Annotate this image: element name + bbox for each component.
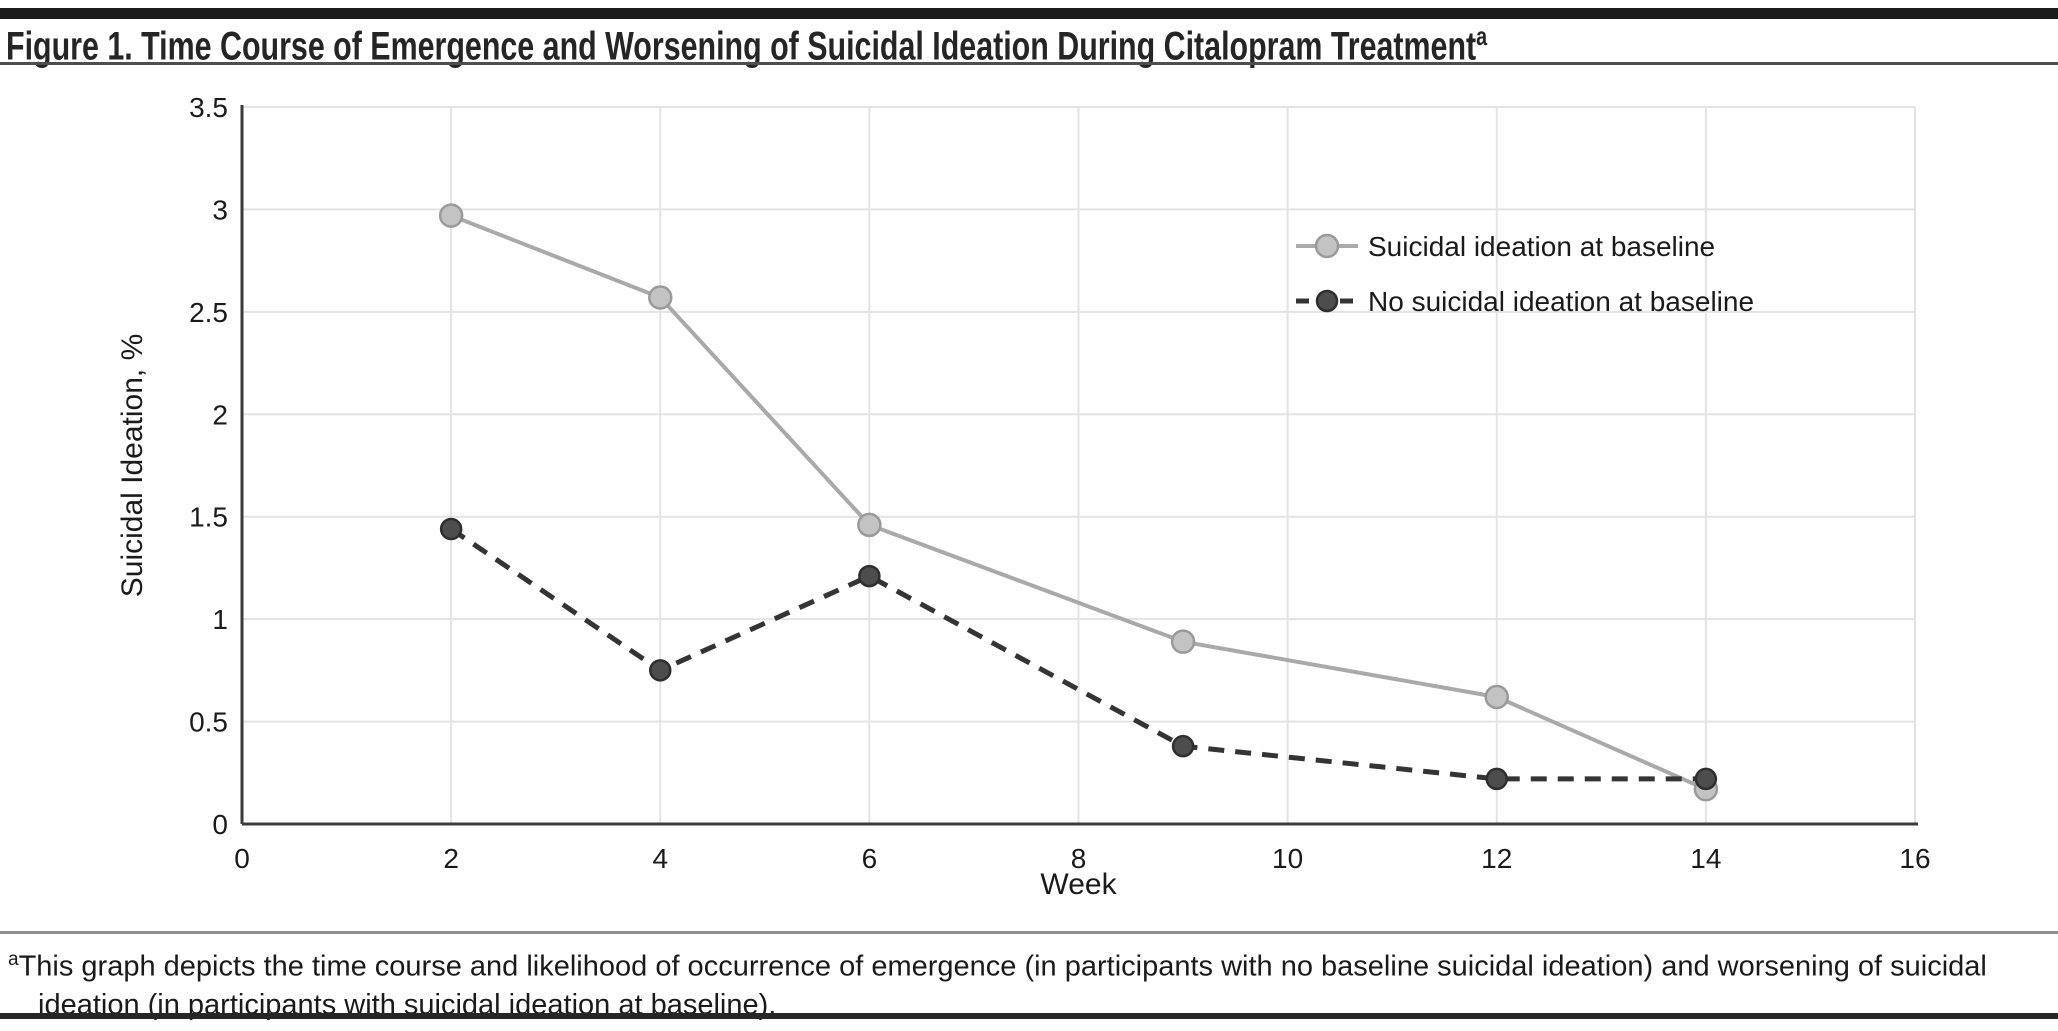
y-axis-title: Suicidal Ideation, % — [116, 334, 149, 598]
data-point-marker — [1485, 767, 1508, 791]
line-chart: 0 2 4 6 8 10 12 14 16 0 0.5 1 1.5 2 2.5 3 3.5 Week Suicida… — [116, 92, 1931, 901]
legend-label: No suicidal ideation at baseline — [1368, 286, 1754, 317]
y-axis-tick-label: 1 — [212, 604, 228, 635]
series-line — [450, 213, 1707, 792]
x-axis-title: Week — [1040, 868, 1117, 901]
y-axis-tick-label: 3.5 — [189, 92, 228, 123]
figure-title-text-wrap: Figure 1. Time Course of Emergence and W… — [6, 21, 1487, 69]
bottom-rule-bar — [0, 1013, 2058, 1019]
x-axis-tick-label: 10 — [1272, 843, 1303, 874]
y-axis-tick-label: 3 — [212, 194, 228, 225]
legend-marker — [1314, 233, 1340, 259]
figure-title: Figure 1. Time Course of Emergence and W… — [6, 21, 1955, 69]
data-point-marker — [857, 512, 882, 538]
y-axis-tick-label: 0.5 — [189, 707, 228, 738]
x-axis-tick-label: 16 — [1899, 843, 1930, 874]
data-point-marker — [649, 659, 672, 682]
footnote-divider-rule — [0, 931, 2058, 934]
y-axis-tick-label: 1.5 — [189, 502, 228, 533]
x-axis-tick-label: 8 — [1071, 843, 1087, 874]
legend-marker — [1315, 289, 1339, 313]
data-point-marker — [1484, 684, 1509, 710]
x-axis-tick-label: 2 — [443, 843, 459, 874]
figure-title-text: Figure 1. Time Course of Emergence and W… — [6, 24, 1477, 69]
data-point-marker — [1694, 767, 1718, 791]
y-axis-tick-label: 2 — [212, 399, 228, 430]
data-point-marker — [858, 564, 881, 588]
y-axis-tick-label: 2.5 — [189, 297, 228, 328]
top-rule-bar — [0, 8, 2058, 19]
data-point-marker — [438, 203, 464, 228]
x-axis-tick-label: 4 — [652, 843, 668, 874]
x-axis-tick-label: 12 — [1481, 843, 1512, 874]
x-axis-tick-label: 14 — [1690, 843, 1721, 874]
x-axis-tick-label: 0 — [234, 843, 250, 874]
data-point-marker — [1171, 734, 1195, 758]
data-point-marker — [439, 517, 463, 541]
x-axis-tick-label: 6 — [862, 843, 878, 874]
series-line — [449, 526, 1706, 782]
legend-label: Suicidal ideation at baseline — [1368, 231, 1715, 262]
data-point-marker — [1170, 629, 1196, 654]
footnote-superscript: a — [8, 949, 19, 970]
data-point-marker — [648, 285, 673, 310]
title-divider-rule — [0, 62, 2058, 65]
y-axis-tick-label: 0 — [212, 809, 228, 840]
footnote-line-1-text: This graph depicts the time course and l… — [18, 950, 1987, 983]
figure-footnote: aThis graph depicts the time course and … — [8, 941, 2050, 1024]
figure-title-superscript: a — [1476, 21, 1488, 51]
footnote-line-1: aThis graph depicts the time course and … — [8, 941, 2050, 986]
